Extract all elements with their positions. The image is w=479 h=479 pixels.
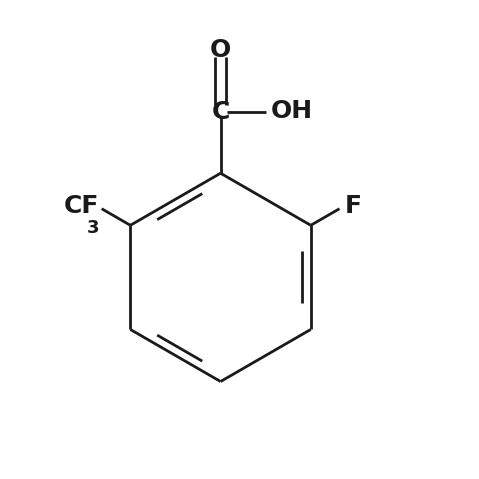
Text: O: O (210, 38, 231, 62)
Text: C: C (211, 100, 230, 124)
Text: OH: OH (270, 99, 312, 123)
Text: F: F (345, 194, 362, 218)
Text: CF: CF (64, 194, 99, 218)
Text: 3: 3 (87, 219, 99, 237)
